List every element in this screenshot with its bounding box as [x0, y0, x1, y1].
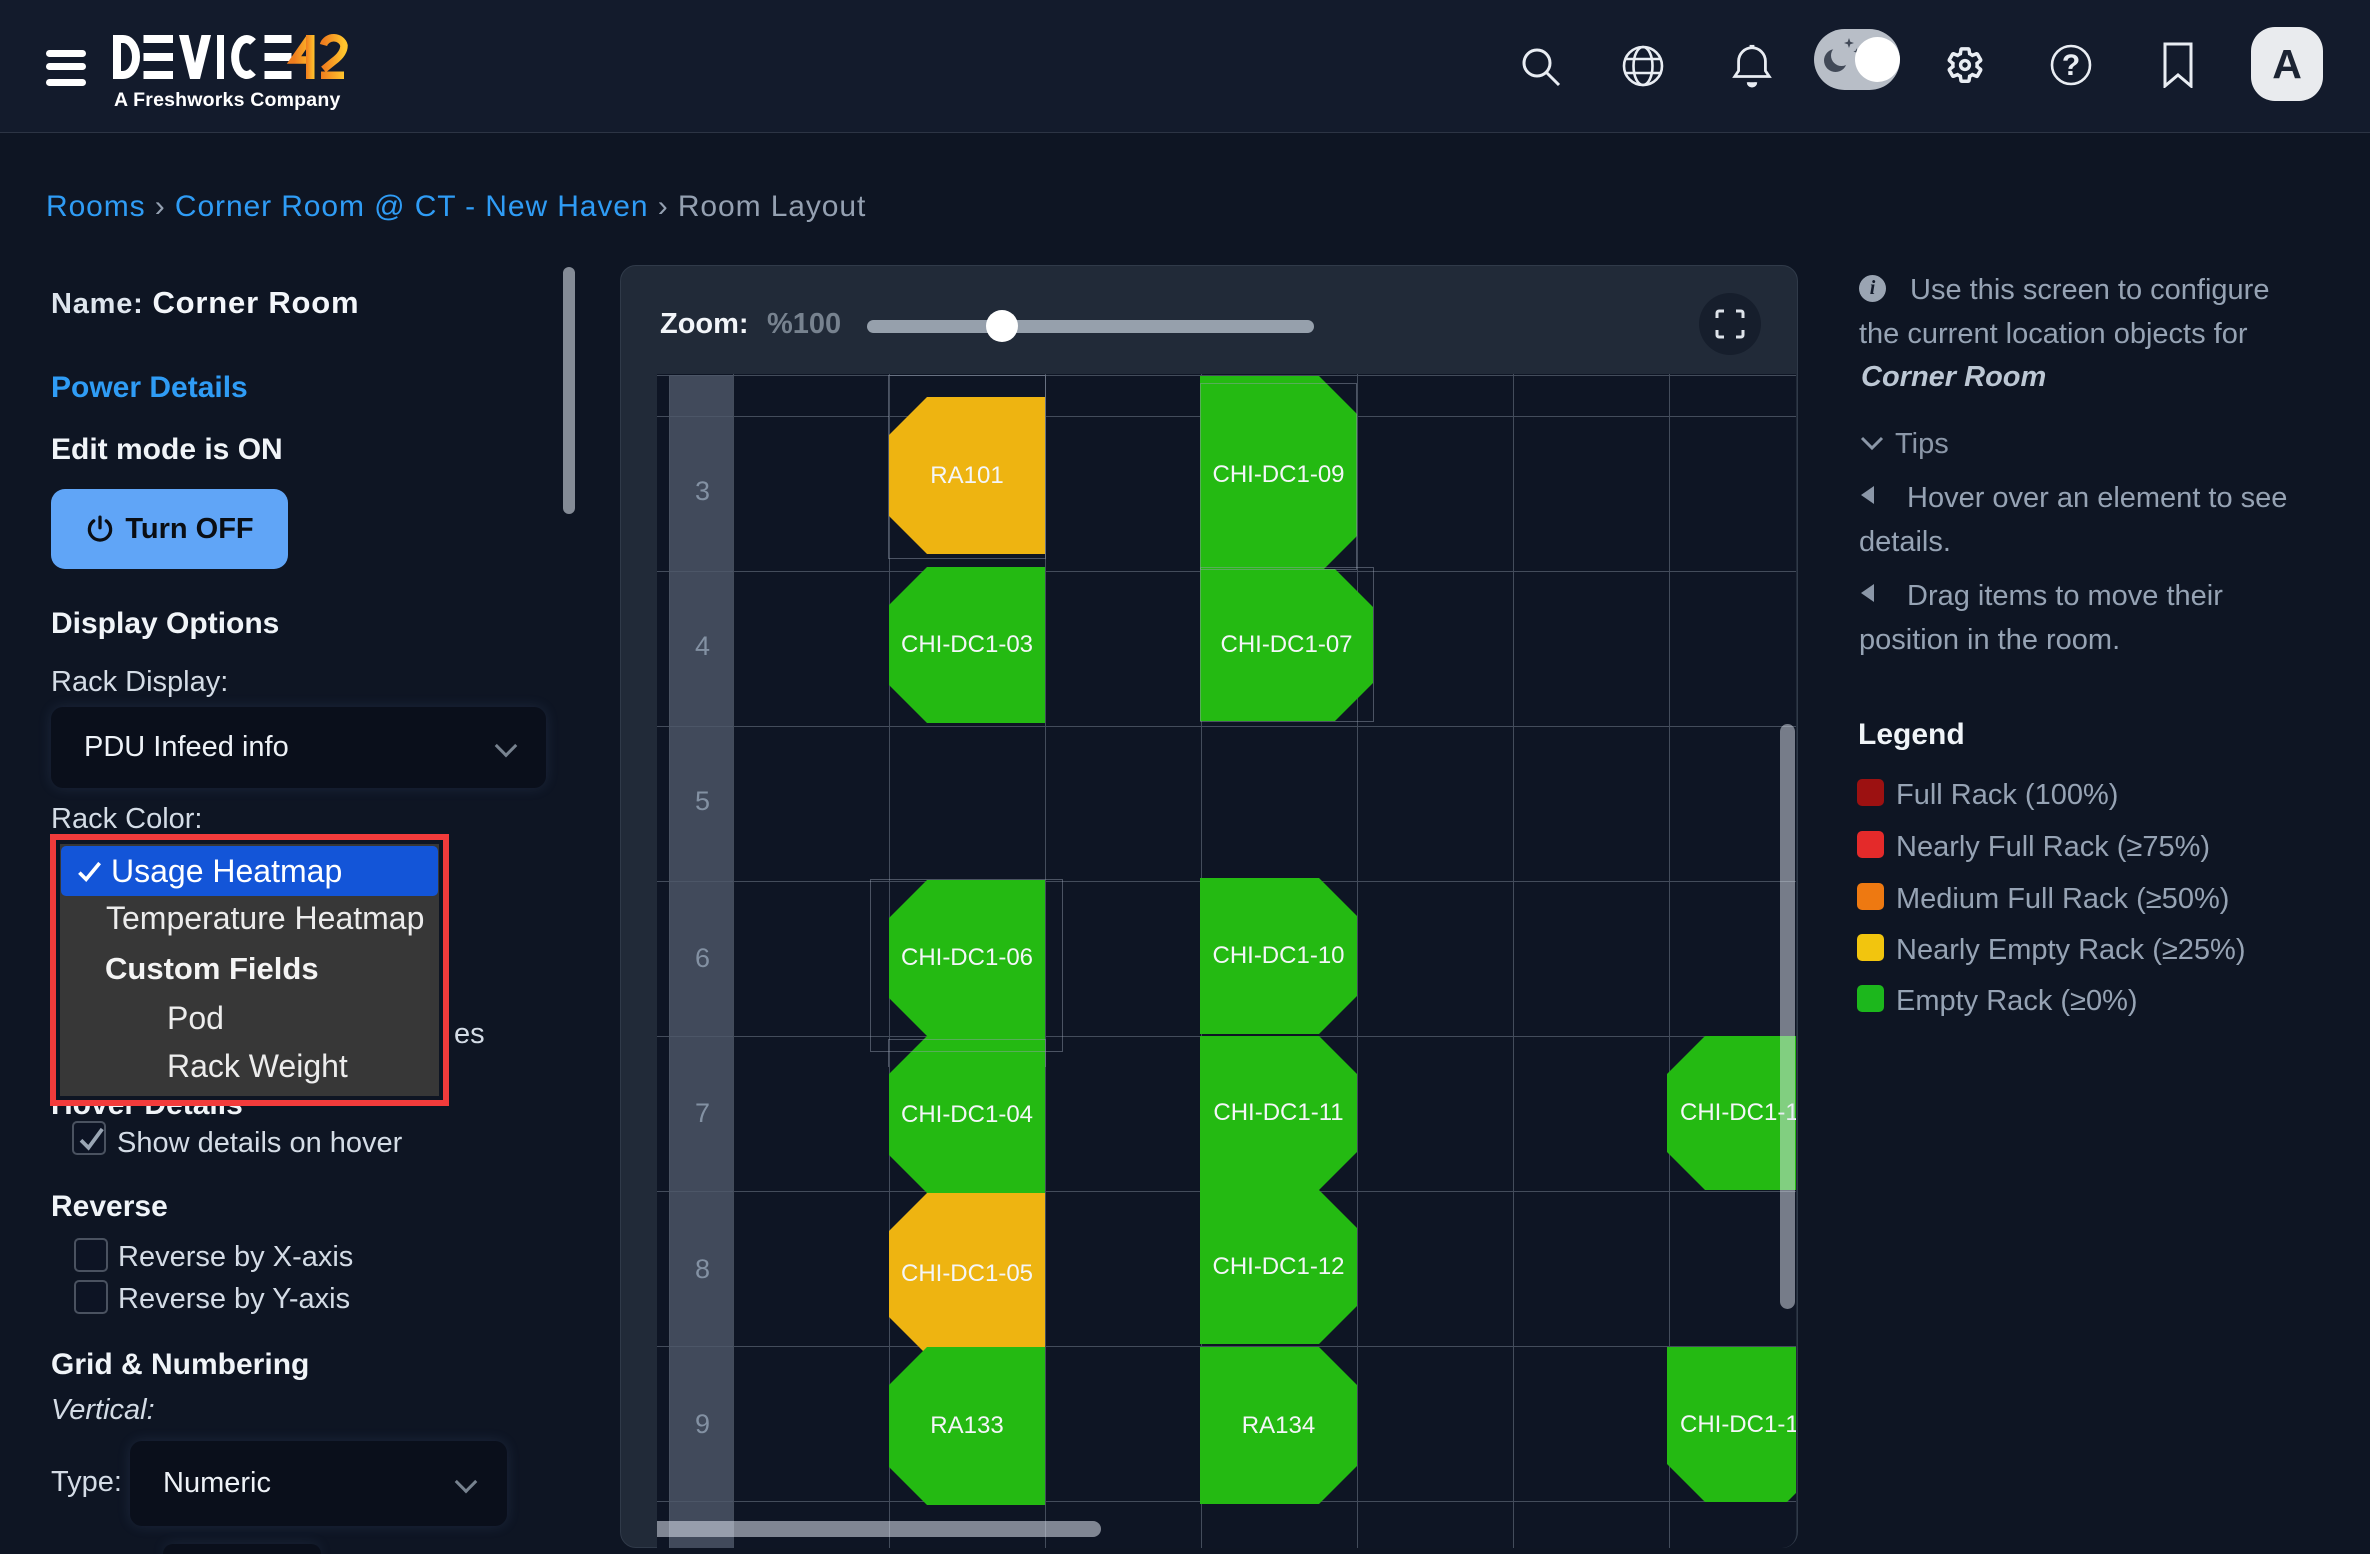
svg-text:?: ?: [2062, 49, 2080, 82]
